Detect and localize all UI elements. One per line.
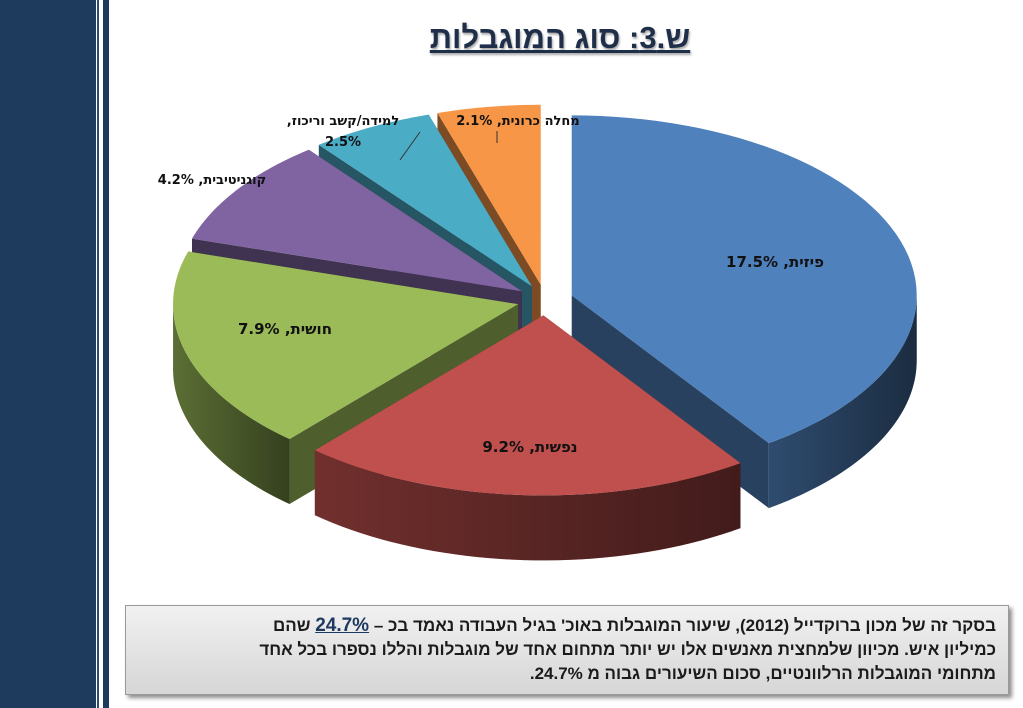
pie-slice-top [314,315,741,496]
pie-slice-top [173,251,519,440]
pie-slice-edge-shade [173,304,290,505]
pie-slice-edge-shade [314,450,741,561]
pie-slice-top [437,104,541,285]
sidebar-stripe [103,0,109,708]
slice-label-5-value: 2.5% [325,135,361,150]
note-line-1-end: שהם [273,616,311,635]
pie-slice-top [191,149,522,292]
note-line-1: בסקר זה של מכון ברוקדייל (2012), שיעור ה… [136,614,996,638]
pie-slice-top [318,114,532,287]
slice-label-1: פיזית, 17.5% [726,253,824,271]
pie-slices [173,104,917,561]
note-line-2: כמיליון איש. מכיוון שלמחצית מאנשים אלו י… [259,640,996,659]
slice-label-5: למידה/קשב וריכוז, [287,114,399,129]
note-line-1-text: בסקר זה של מכון ברוקדייל (2012), שיעור ה… [373,616,996,635]
page-title: ש.3: סוג המוגבלות [429,20,691,55]
pie-slice-2 [314,315,741,561]
note-highlight: 24.7% [315,615,370,636]
slice-label-2: נפשית, 9.2% [482,438,577,456]
summary-note: בסקר זה של מכון ברוקדייל (2012), שיעור ה… [125,605,1009,695]
pie-slice-top [571,115,917,444]
pie-labels: פיזית, 17.5% נפשית, 9.2% חושית, 7.9% קוגניט… [158,114,824,456]
slice-label-3: חושית, 7.9% [238,320,332,338]
leader-line-learning [399,131,421,161]
slice-label-4: קוגניטיבית, 4.2% [158,173,266,188]
note-line-3: מתחומי המוגבלות הרלוונטיים, סכום השיעורי… [529,664,996,683]
sidebar-band [0,0,96,708]
slice-label-6: מחלה כרונית, 2.1% [456,114,579,129]
sidebar-divider [97,0,99,708]
pie-slice-edge-shade [768,295,917,509]
